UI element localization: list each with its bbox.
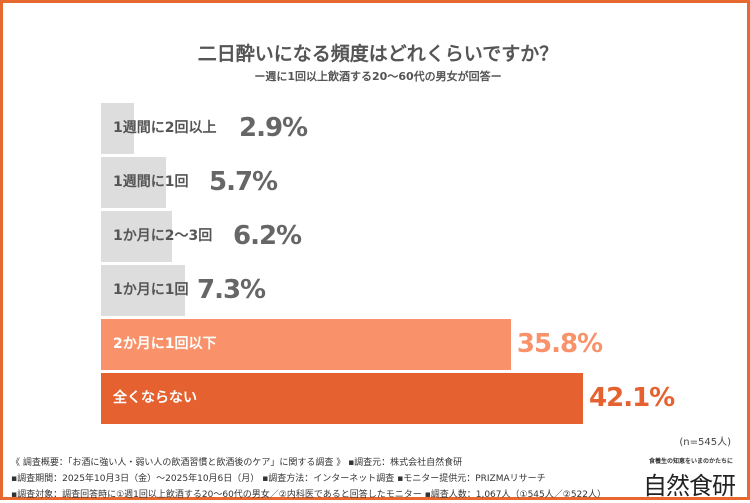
value-label: 5.7% [209, 167, 278, 197]
category-label: 2か月に1回以下 [113, 336, 217, 352]
value-label: 42.1% [589, 383, 675, 413]
value-label: 6.2% [233, 221, 302, 251]
category-label: 1か月に1回 [113, 282, 189, 298]
category-label: 1週間に1回 [113, 174, 189, 190]
value-label: 35.8% [516, 329, 603, 359]
bar [101, 157, 167, 208]
bar [101, 319, 511, 370]
company-logo: 自然食研 [643, 472, 736, 500]
category-label: 1か月に2〜3回 [113, 228, 213, 244]
value-label: 2.9% [239, 113, 308, 143]
bar-chart: 1週間に2回以上 2.9% 1週間に1回 5.7% 1か月に2〜3回 6.2% 1か月に1回… [3, 3, 750, 443]
category-label: 全くならない [113, 390, 197, 406]
survey-note-line: ▪調査対象：調査回答時に①週1回以上飲酒する20〜60代の男女／②内科医であると… [11, 490, 606, 500]
chart-subtitle: ー週に1回以上飲酒する20〜60代の男女が回答ー [254, 70, 502, 83]
survey-notes: 《 調査概要：「お酒に強い人・弱い人の飲酒習慣と飲酒後のケア」に関する調査 》 … [11, 455, 606, 503]
category-label: 1週間に2回以上 [113, 120, 217, 136]
bar [101, 373, 584, 424]
survey-note-line: ▪調査期間：2025年10月3日（金）〜2025年10月6日（月） ▪調査方法：… [11, 474, 546, 484]
survey-note-line: 《 調査概要：「お酒に強い人・弱い人の飲酒習慣と飲酒後のケア」に関する調査 》 … [11, 458, 463, 468]
bar [101, 211, 172, 262]
value-label: 7.3% [197, 275, 266, 305]
bar [101, 103, 135, 154]
bar [101, 265, 185, 316]
sample-size-note: (n=545人) [679, 437, 731, 448]
chart-title: 二日酔いになる頻度はどれくらいですか？ [197, 43, 559, 65]
logo-tagline: 食養生の知恵をいまのかたちに [648, 458, 733, 465]
